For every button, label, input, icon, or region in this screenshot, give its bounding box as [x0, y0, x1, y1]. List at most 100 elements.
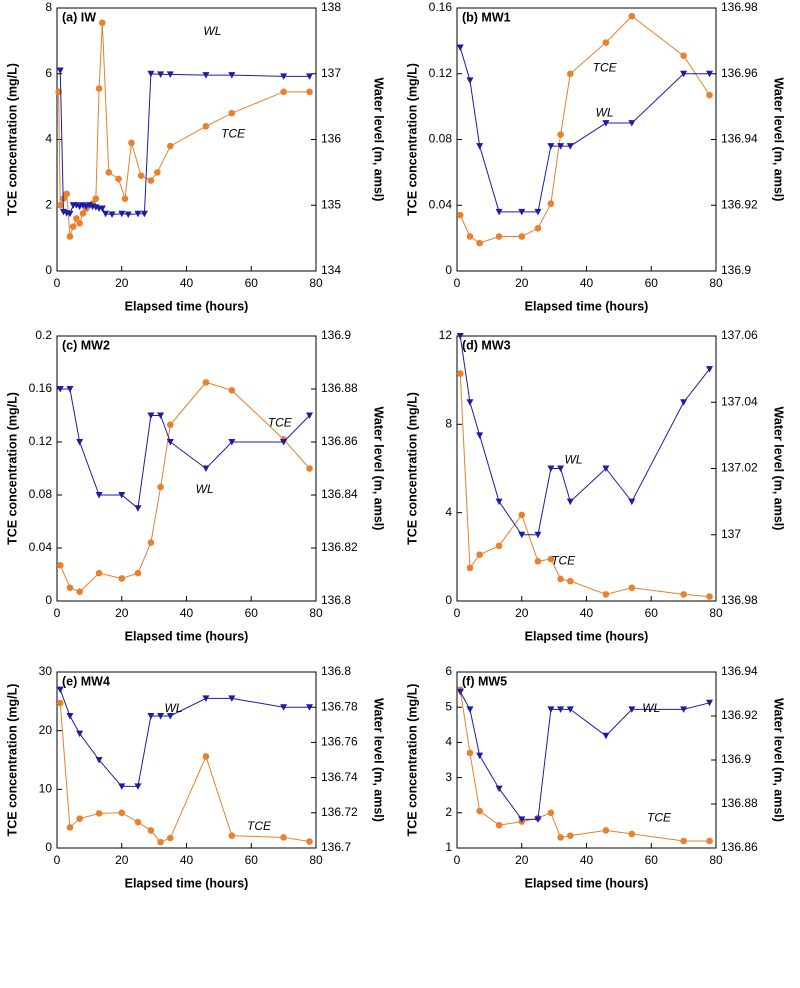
- y2-tick-label: 137: [321, 66, 341, 80]
- x-tick-label: 20: [115, 606, 129, 620]
- wl-marker: [228, 72, 236, 79]
- y-tick-label: 0.2: [35, 328, 52, 342]
- y-tick-label: 4: [445, 735, 452, 749]
- wl-marker: [140, 210, 148, 218]
- y-tick-label: 2: [45, 197, 52, 211]
- wl-marker: [534, 531, 542, 539]
- y-tick-label: 0.16: [29, 381, 53, 395]
- y-axis-label: TCE concentration (mg/L): [5, 684, 19, 837]
- y-tick-label: 0: [445, 593, 452, 607]
- y2-tick-label: 136: [321, 132, 341, 146]
- wl-marker: [566, 498, 574, 506]
- tce-marker: [534, 224, 542, 232]
- x-tick-label: 40: [580, 853, 594, 867]
- tce-marker: [567, 832, 574, 839]
- y-tick-label: 0: [445, 263, 452, 277]
- y-tick-label: 5: [445, 699, 452, 713]
- plot-frame: [56, 335, 317, 602]
- tce-marker: [157, 483, 164, 491]
- panel-title: (b) MW1: [462, 10, 511, 24]
- wl-marker: [56, 686, 64, 694]
- tce-marker: [147, 177, 155, 184]
- wl-marker: [466, 399, 474, 406]
- y-tick-label: 0.12: [29, 434, 53, 448]
- y-tick-label: 20: [39, 723, 53, 737]
- tce-marker: [534, 557, 542, 565]
- y2-tick-label: 136.8: [321, 664, 351, 678]
- y2-tick-label: 136.94: [721, 664, 758, 678]
- x-tick-label: 60: [645, 853, 659, 867]
- y2-tick-label: 136.9: [321, 328, 351, 342]
- x-tick-label: 60: [245, 606, 259, 620]
- wl-marker: [466, 77, 474, 84]
- tce-marker: [628, 12, 636, 20]
- panel: 0 20 40 60 80 0 0.04 0.08 0.12 0.16 136.9 136.92 136…: [405, 0, 785, 313]
- y-tick-label: 10: [39, 782, 53, 796]
- x-tick-label: 80: [709, 606, 723, 620]
- y-tick-label: 2: [445, 805, 452, 819]
- y-tick-label: 0: [45, 593, 52, 607]
- tce-marker: [706, 91, 713, 99]
- wl-marker: [134, 210, 142, 218]
- y2-axis-label: Water level (m, amsl): [772, 698, 786, 822]
- wl-marker: [680, 399, 688, 406]
- wl-marker: [134, 505, 142, 512]
- panel-title: (d) MW3: [462, 338, 511, 352]
- wl-marker: [557, 706, 565, 713]
- wl-marker: [518, 816, 526, 823]
- x-tick-label: 20: [115, 276, 129, 290]
- tce-marker: [128, 139, 135, 147]
- panel-title: (c) MW2: [62, 338, 110, 352]
- tce-marker: [495, 233, 503, 240]
- tce-marker: [495, 821, 503, 829]
- tce-marker: [628, 584, 636, 592]
- tce-marker: [95, 569, 103, 577]
- tce-marker: [56, 699, 64, 707]
- series-label: WL: [642, 701, 660, 715]
- wl-marker: [557, 143, 565, 150]
- x-tick-label: 20: [515, 853, 529, 867]
- wl-marker: [547, 143, 555, 150]
- tce-marker: [456, 211, 464, 219]
- panel: 0 20 40 60 80 1 2 3 4 5 6 136.86 136.88 136.9 136.92 13…: [405, 664, 785, 890]
- x-tick-label: 0: [54, 606, 61, 620]
- tce-marker: [518, 233, 526, 240]
- y2-tick-label: 137.06: [721, 328, 758, 342]
- tce-marker: [69, 223, 77, 230]
- wl-marker: [518, 208, 526, 216]
- tce-marker: [306, 465, 313, 472]
- wl-marker: [66, 713, 74, 720]
- y2-tick-label: 136.98: [721, 593, 758, 607]
- tce-marker: [466, 564, 474, 572]
- wl-marker: [280, 439, 288, 446]
- y2-axis-label: Water level (m, amsl): [772, 407, 786, 531]
- wl-marker: [280, 704, 288, 711]
- x-axis-label: Elapsed time (hours): [125, 299, 249, 313]
- x-tick-label: 0: [454, 276, 461, 290]
- tce-marker: [66, 584, 74, 592]
- tce-marker: [602, 827, 610, 834]
- wl-marker: [228, 439, 236, 446]
- plot-frame: [56, 7, 317, 272]
- tce-marker: [76, 588, 83, 596]
- y-tick-label: 30: [39, 664, 53, 678]
- series-line: [59, 689, 310, 787]
- wl-marker: [95, 492, 103, 499]
- y2-tick-label: 136.8: [321, 593, 351, 607]
- wl-marker: [306, 412, 314, 419]
- tce-marker: [602, 39, 610, 46]
- y-tick-label: 0: [45, 840, 52, 854]
- tce-marker: [95, 810, 103, 817]
- tce-marker: [56, 201, 64, 209]
- wl-marker: [157, 713, 165, 720]
- wl-marker: [66, 210, 74, 218]
- y2-tick-label: 136.98: [721, 0, 758, 14]
- y-tick-label: 8: [45, 0, 52, 14]
- y-tick-label: 1: [445, 840, 452, 854]
- y-tick-label: 0.16: [429, 0, 453, 14]
- tce-marker: [134, 569, 142, 577]
- wl-marker: [476, 143, 484, 150]
- tce-marker: [680, 52, 687, 59]
- wl-marker: [495, 208, 503, 216]
